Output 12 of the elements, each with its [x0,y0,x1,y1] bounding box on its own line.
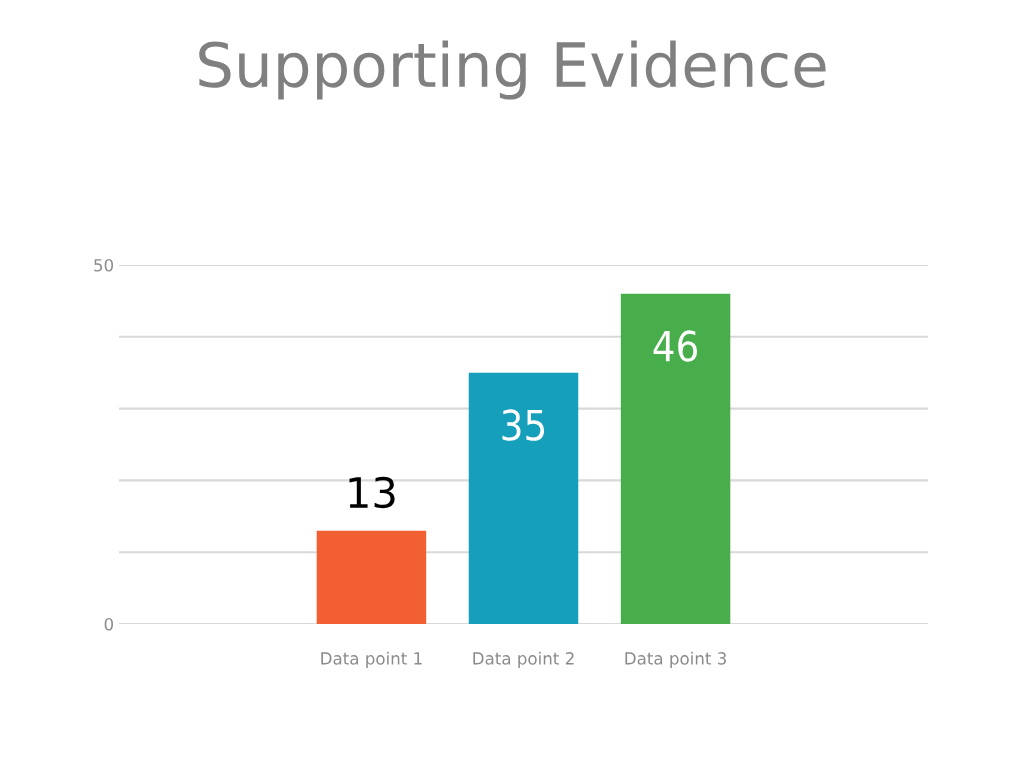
bar [468,372,579,624]
y-tick-label: 0 [104,617,114,631]
x-tick-label: Data point 1 [321,651,422,668]
x-tick-label: Data point 2 [473,651,574,668]
chart-title: Supporting Evidence [199,40,826,100]
data-label: 13 [349,476,395,509]
bar [620,293,731,624]
bar [316,530,427,624]
x-tick-label: Data point 3 [625,651,726,668]
data-label: 46 [653,330,698,362]
y-tick-label: 50 [94,258,114,272]
data-label: 35 [502,409,545,441]
